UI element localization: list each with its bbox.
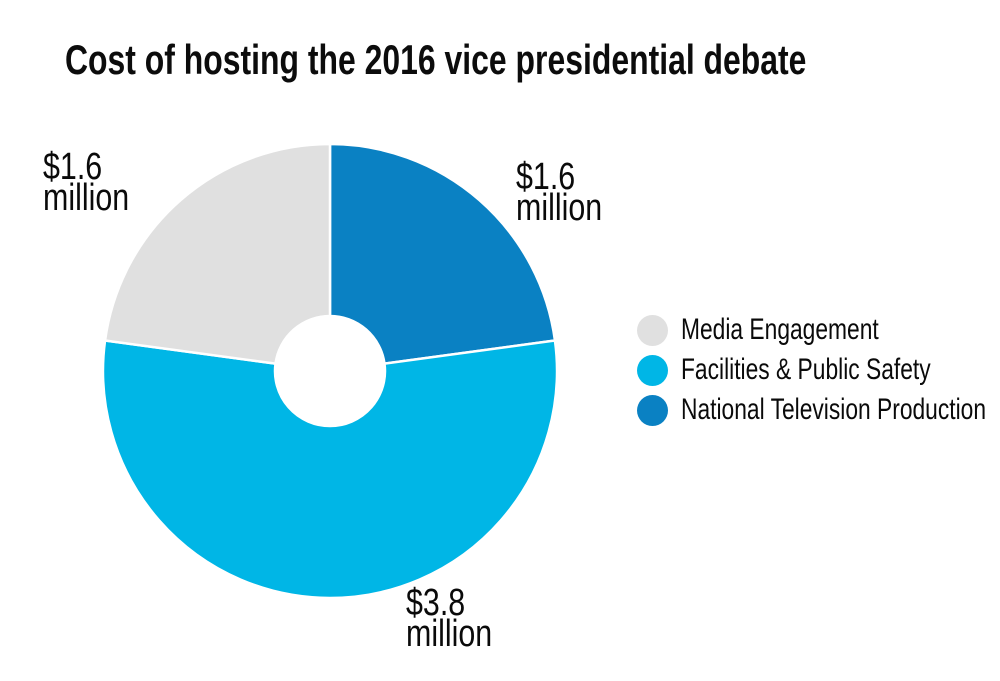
legend-label: Media Engagement (681, 313, 879, 346)
value-unit: million (516, 187, 603, 229)
value-unit: million (406, 613, 493, 655)
legend-label: Facilities & Public Safety (681, 353, 931, 386)
legend-label: National Television Production (681, 393, 987, 426)
legend-item-national-television-production: National Television Production (637, 390, 1000, 430)
donut-chart (101, 142, 559, 600)
donut-slice-national-television-production (328, 142, 557, 365)
value-amount: $1.6 (43, 146, 103, 188)
chart-title: Cost of hosting the 2016 vice presidenti… (65, 36, 807, 83)
legend-item-facilities-public-safety: Facilities & Public Safety (637, 350, 1000, 390)
donut-slice-facilities-public-safety (101, 339, 559, 600)
value-amount: $1.6 (516, 156, 576, 198)
legend-item-media-engagement: Media Engagement (637, 310, 1000, 350)
value-label-national-television-production: $1.6 million (516, 156, 603, 229)
value-label-facilities-public-safety: $3.8 million (406, 582, 493, 655)
donut-slices (101, 142, 559, 600)
legend-swatch-icon (637, 354, 668, 386)
legend-swatch-icon (637, 314, 668, 346)
legend-swatch-icon (637, 394, 668, 426)
value-amount: $3.8 (406, 582, 466, 624)
legend: Media Engagement Facilities & Public Saf… (637, 310, 1000, 430)
value-label-media-engagement: $1.6 million (43, 146, 130, 219)
value-unit: million (43, 177, 130, 219)
donut-slice-media-engagement (103, 142, 332, 365)
